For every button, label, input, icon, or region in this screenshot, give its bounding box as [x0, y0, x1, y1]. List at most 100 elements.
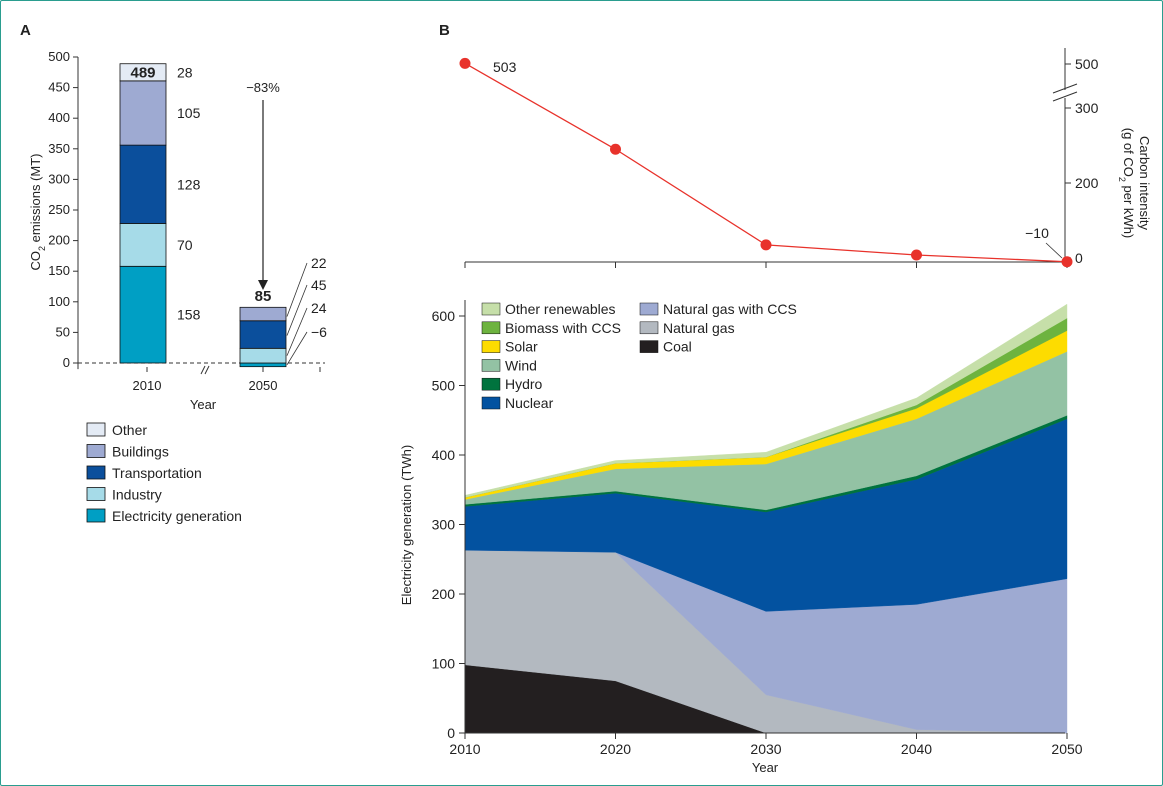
x-tick-label-area: 2030: [750, 741, 781, 757]
bar-transportation-2010: [119, 144, 167, 224]
bar-transportation-2050: [239, 320, 287, 349]
legend-swatch-b: [481, 359, 501, 372]
y-tick-label-area: 400: [432, 447, 456, 463]
y-tick-label-a: 250: [48, 202, 70, 217]
x-tick-label-area: 2020: [600, 741, 631, 757]
legend-swatch-b: [639, 302, 659, 316]
y-tick-label-area: 300: [432, 517, 456, 533]
data-label-2010: 28: [177, 64, 193, 80]
intensity-point: [911, 249, 922, 261]
y-axis-label-a: CO2 emissions (MT): [28, 154, 47, 271]
y-tick-label-line-b: 300: [1075, 100, 1099, 116]
y-tick-label-a: 500: [48, 49, 70, 64]
legend-swatch-a: [86, 465, 106, 480]
legend-swatch-a: [86, 487, 106, 501]
legend-label-b: Natural gas with CCS: [663, 301, 797, 317]
data-label-2050: 24: [311, 300, 327, 316]
y-tick-label-a: 450: [48, 80, 70, 95]
y-tick-label-a: 200: [48, 233, 70, 248]
legend-swatch-b: [481, 377, 501, 391]
axis-break-b: [1052, 91, 1078, 102]
bar-buildings-2050: [239, 306, 287, 322]
legend-label-a: Transportation: [112, 465, 202, 481]
axis-break-a: [200, 365, 206, 375]
legend-label-b: Hydro: [505, 376, 543, 392]
panel-label-b: B: [439, 22, 450, 39]
bar-electricity_generation-2010: [119, 265, 167, 364]
bar-industry-2010: [119, 223, 167, 267]
axis-break-a: [204, 365, 210, 375]
x-tick-label-area: 2010: [449, 741, 480, 757]
y-tick-label-area: 600: [432, 308, 456, 324]
bar-electricity_generation-2050: [239, 362, 287, 368]
legend-label-b: Other renewables: [505, 301, 616, 317]
y-tick-label-area: 500: [432, 378, 456, 394]
x-axis-label-a: Year: [190, 397, 217, 412]
legend-swatch-a: [86, 444, 106, 458]
legend-swatch-b: [481, 302, 501, 316]
leader-line-2050: [286, 284, 308, 336]
legend-swatch-a: [86, 508, 106, 523]
legend-label-b: Coal: [663, 339, 692, 355]
y-tick-label-a: 50: [56, 324, 70, 339]
y-axis-label-line-b-1: Carbon intensity: [1137, 136, 1152, 230]
leader-line-2050: [286, 262, 308, 317]
intensity-line: [464, 62, 1068, 263]
legend-label-b: Nuclear: [505, 395, 554, 411]
intensity-leader: [1045, 242, 1063, 259]
x-tick-label-a: 2050: [249, 378, 278, 393]
y-tick-label-a: 400: [48, 110, 70, 125]
y-tick-label-area: 0: [447, 725, 455, 741]
x-tick-label-area: 2050: [1051, 741, 1082, 757]
bar-industry-2050: [239, 347, 287, 364]
data-label-2010: 105: [177, 105, 201, 121]
legend-swatch-b: [481, 321, 501, 335]
y-tick-label-line-b: 200: [1075, 175, 1099, 191]
y-tick-label-a: 150: [48, 263, 70, 278]
y-tick-label-a: 350: [48, 141, 70, 156]
legend-label-a: Other: [112, 422, 147, 438]
x-tick-label-a: 2010: [133, 378, 162, 393]
bar-other-2010: [119, 63, 167, 82]
x-axis-label-area: Year: [752, 760, 779, 775]
legend-label-b: Natural gas: [663, 320, 735, 336]
data-label-2050: −6: [311, 324, 327, 340]
data-label-2050: 45: [311, 277, 327, 293]
intensity-point: [459, 57, 471, 69]
legend-swatch-a: [86, 422, 106, 437]
y-tick-label-a: 100: [48, 294, 70, 309]
legend-label-a: Buildings: [112, 444, 169, 460]
data-label-2050: 22: [311, 255, 327, 271]
legend-label-b: Wind: [505, 357, 537, 373]
x-tick-label-area: 2040: [901, 741, 932, 757]
y-tick-label-line-b: 500: [1075, 56, 1099, 72]
intensity-point: [1061, 256, 1073, 268]
y-tick-label-a: 300: [48, 171, 70, 186]
leader-line-2050: [286, 307, 308, 356]
legend-swatch-b: [481, 340, 501, 353]
legend-swatch-b: [639, 321, 659, 335]
change-label: −83%: [246, 80, 280, 95]
legend-swatch-b: [481, 396, 501, 410]
legend-label-b: Solar: [505, 339, 538, 355]
y-tick-label-area: 100: [432, 656, 456, 672]
bar-buildings-2010: [119, 80, 167, 146]
y-axis-label-line-b: Carbon intensity(g of CO2 per kWh): [1117, 128, 1152, 238]
area-other_renewables: [464, 303, 1068, 498]
total-label-2010: 489: [130, 65, 155, 82]
y-tick-label-line-b: 0: [1075, 250, 1083, 266]
intensity-point: [760, 239, 772, 251]
y-axis-label-area: Electricity generation (TWh): [399, 445, 414, 605]
data-label-2010: 128: [177, 176, 201, 192]
data-label-2010: 70: [177, 237, 193, 253]
leader-line-2050: [286, 331, 308, 366]
intensity-point-label: −10: [1025, 225, 1049, 241]
legend-label-a: Electricity generation: [112, 508, 242, 524]
total-label-2050: 85: [255, 288, 272, 305]
intensity-point-label: 503: [493, 59, 517, 75]
data-label-2010: 158: [177, 307, 201, 323]
legend-label-b: Biomass with CCS: [505, 320, 621, 336]
y-tick-label-area: 200: [432, 586, 456, 602]
